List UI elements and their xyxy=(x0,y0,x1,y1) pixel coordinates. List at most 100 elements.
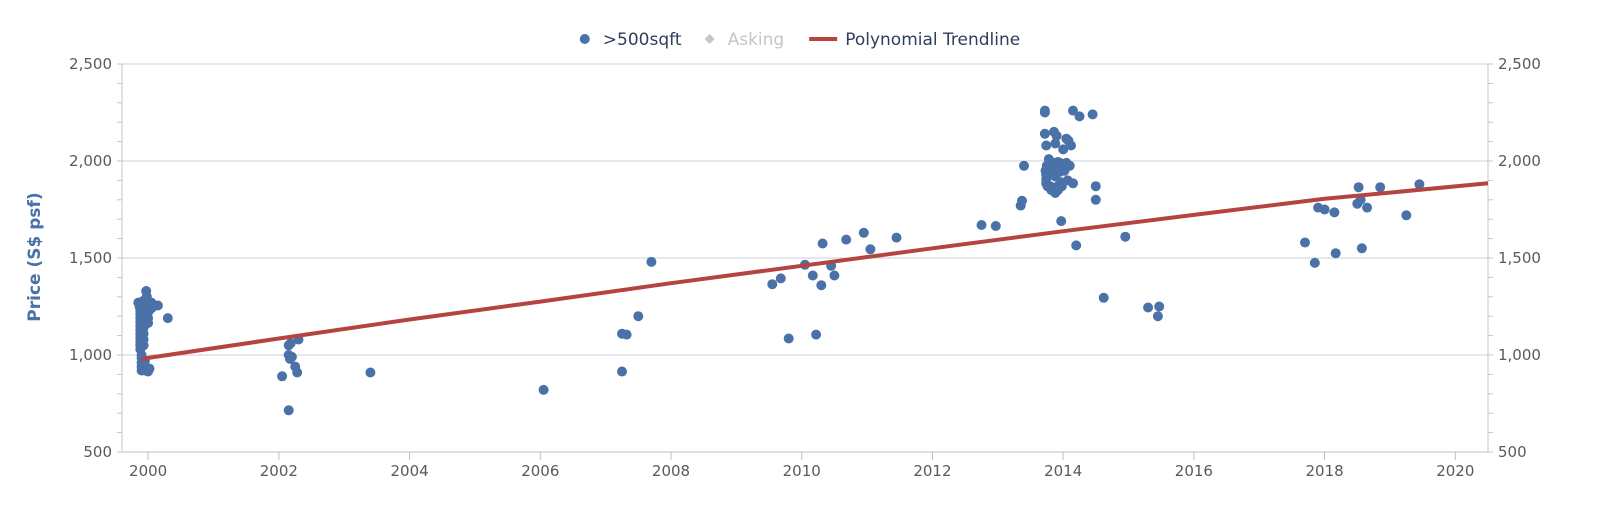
data-point[interactable] xyxy=(817,238,828,249)
x-tick-label: 2020 xyxy=(1436,462,1474,480)
data-point[interactable] xyxy=(1356,243,1367,254)
data-point[interactable] xyxy=(162,313,173,324)
data-point[interactable] xyxy=(841,234,852,245)
data-point[interactable] xyxy=(1074,111,1085,122)
data-point[interactable] xyxy=(1066,140,1076,151)
data-point[interactable] xyxy=(633,311,644,322)
legend-diamond-marker xyxy=(704,34,715,44)
data-point[interactable] xyxy=(783,333,794,344)
x-tick-label: 2016 xyxy=(1175,462,1213,480)
legend-item[interactable]: Asking xyxy=(704,30,785,50)
x-tick-label: 2002 xyxy=(260,462,298,480)
data-point[interactable] xyxy=(1050,138,1061,149)
data-point[interactable] xyxy=(1375,182,1386,193)
y-tick-label-right: 500 xyxy=(1498,443,1527,461)
data-point[interactable] xyxy=(1098,292,1109,303)
data-point[interactable] xyxy=(1090,194,1101,205)
y-tick-label-left: 500 xyxy=(83,443,112,461)
data-point[interactable] xyxy=(865,244,876,255)
trendline-path xyxy=(141,181,1489,361)
x-tick-label: 2006 xyxy=(521,462,559,480)
data-point[interactable] xyxy=(285,338,296,349)
y-tick-label-right: 1,000 xyxy=(1498,346,1541,364)
data-point[interactable] xyxy=(292,367,303,378)
data-point[interactable] xyxy=(1019,160,1029,171)
y-tick-label-left: 2,500 xyxy=(69,55,112,73)
x-tick-label: 2008 xyxy=(652,462,690,480)
gridlines xyxy=(122,63,1488,453)
x-tick-label: 2000 xyxy=(129,462,167,480)
y-tick-label-right: 2,500 xyxy=(1498,55,1541,73)
y-tick-label-left: 1,000 xyxy=(69,346,112,364)
data-point[interactable] xyxy=(1058,144,1069,155)
x-tick-label: 2012 xyxy=(913,462,951,480)
legend-item[interactable]: Polynomial Trendline xyxy=(809,30,1020,50)
data-point[interactable] xyxy=(286,351,297,362)
data-point[interactable] xyxy=(829,270,840,281)
y-tick-label-left: 1,500 xyxy=(69,249,112,267)
data-point[interactable] xyxy=(621,329,632,340)
data-point[interactable] xyxy=(365,367,376,378)
data-point[interactable] xyxy=(1120,231,1131,242)
data-point[interactable] xyxy=(1309,257,1320,268)
legend-label: Asking xyxy=(728,30,785,50)
data-point[interactable] xyxy=(767,279,778,290)
data-point[interactable] xyxy=(1300,237,1310,248)
data-point[interactable] xyxy=(617,366,627,377)
data-point[interactable] xyxy=(1087,109,1098,120)
data-point[interactable] xyxy=(807,270,818,281)
y-tick-label-right: 1,500 xyxy=(1498,249,1541,267)
axes: 500 500 1,000 1,000 1,500 1,500 2,000 2,000 2,50… xyxy=(69,55,1541,480)
data-point[interactable] xyxy=(976,220,987,230)
data-point[interactable] xyxy=(1353,182,1364,193)
legend-label: Polynomial Trendline xyxy=(845,30,1020,50)
y-axis-title: Price (S$ psf) xyxy=(25,192,45,321)
data-point[interactable] xyxy=(1319,204,1330,215)
y-tick-label-left: 2,000 xyxy=(69,152,112,170)
scatter-points xyxy=(133,105,1425,416)
data-point[interactable] xyxy=(283,405,294,416)
x-tick-label: 2014 xyxy=(1044,462,1082,480)
y-tick-label-right: 2,000 xyxy=(1498,152,1541,170)
data-point[interactable] xyxy=(811,329,822,340)
data-point[interactable] xyxy=(990,221,1001,231)
data-point[interactable] xyxy=(143,318,154,328)
legend-label: >500sqft xyxy=(603,30,682,50)
legend-circle-marker xyxy=(579,34,590,44)
data-point[interactable] xyxy=(858,227,869,238)
data-point[interactable] xyxy=(277,371,288,382)
data-point[interactable] xyxy=(1068,178,1078,189)
data-point[interactable] xyxy=(1041,140,1052,151)
data-point[interactable] xyxy=(1039,128,1050,139)
trendline xyxy=(141,181,1489,361)
data-point[interactable] xyxy=(1362,202,1373,213)
data-point[interactable] xyxy=(538,384,549,395)
data-point[interactable] xyxy=(1051,130,1062,141)
data-point[interactable] xyxy=(1068,105,1078,116)
data-point[interactable] xyxy=(646,256,657,267)
data-point[interactable] xyxy=(1056,216,1067,227)
data-point[interactable] xyxy=(1329,207,1340,218)
data-point[interactable] xyxy=(1064,160,1075,171)
data-point[interactable] xyxy=(144,363,155,374)
data-point[interactable] xyxy=(1071,240,1082,251)
data-point[interactable] xyxy=(1152,311,1163,322)
data-point[interactable] xyxy=(1039,107,1050,118)
data-point[interactable] xyxy=(775,273,786,284)
data-point[interactable] xyxy=(138,340,149,351)
data-point[interactable] xyxy=(891,232,902,243)
data-point[interactable] xyxy=(152,300,163,311)
data-point[interactable] xyxy=(816,280,827,291)
data-point[interactable] xyxy=(1414,179,1425,190)
data-point[interactable] xyxy=(1154,301,1165,312)
data-point[interactable] xyxy=(1401,210,1412,221)
data-point[interactable] xyxy=(1330,248,1341,259)
data-point[interactable] xyxy=(1143,302,1154,313)
data-point[interactable] xyxy=(1017,195,1027,206)
legend[interactable]: >500sqft Asking Polynomial Trendline xyxy=(579,30,1020,50)
x-tick-label: 2004 xyxy=(390,462,428,480)
data-point[interactable] xyxy=(1090,181,1101,192)
legend-item[interactable]: >500sqft xyxy=(579,30,682,50)
x-tick-label: 2010 xyxy=(783,462,821,480)
